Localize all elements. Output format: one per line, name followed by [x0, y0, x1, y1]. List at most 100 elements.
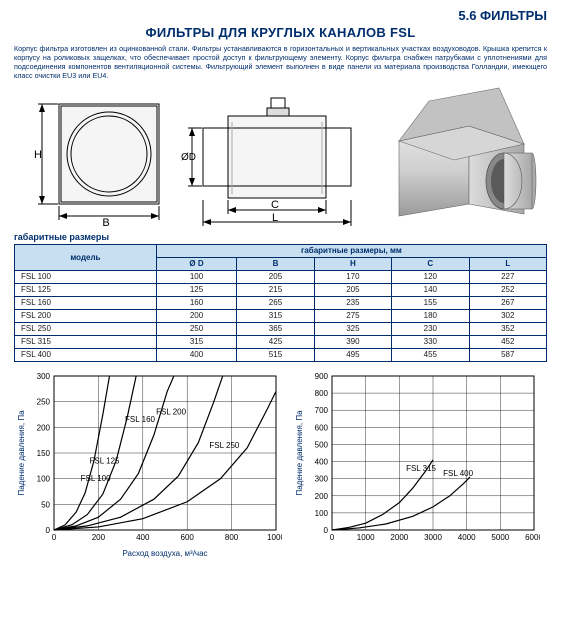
table-row: FSL 250250365325230352 — [15, 323, 547, 336]
cell-value: 275 — [314, 310, 391, 323]
svg-text:Падение давления, Па: Падение давления, Па — [295, 410, 304, 496]
cell-model: FSL 125 — [15, 284, 157, 297]
cell-value: 215 — [237, 284, 314, 297]
cell-value: 352 — [469, 323, 546, 336]
svg-text:0: 0 — [46, 526, 51, 535]
svg-text:200: 200 — [315, 492, 329, 501]
cell-value: 315 — [156, 336, 236, 349]
cell-model: FSL 160 — [15, 297, 157, 310]
cell-value: 235 — [314, 297, 391, 310]
cell-value: 227 — [469, 271, 546, 284]
svg-text:FSL 100: FSL 100 — [81, 474, 111, 483]
dim-l-label: L — [272, 212, 278, 224]
svg-text:4000: 4000 — [458, 533, 476, 542]
cell-value: 425 — [237, 336, 314, 349]
cell-value: 365 — [237, 323, 314, 336]
col-1: B — [237, 258, 314, 271]
svg-text:200: 200 — [92, 533, 106, 542]
dim-c-label: C — [271, 199, 279, 211]
cell-value: 205 — [237, 271, 314, 284]
cell-value: 390 — [314, 336, 391, 349]
cell-value: 587 — [469, 349, 546, 362]
svg-text:800: 800 — [315, 389, 329, 398]
cell-value: 180 — [392, 310, 469, 323]
table-row: FSL 100100205170120227 — [15, 271, 547, 284]
table-row: FSL 160160265235155267 — [15, 297, 547, 310]
svg-text:800: 800 — [225, 533, 239, 542]
diagram-row: H B — [14, 86, 547, 226]
cell-value: 250 — [156, 323, 236, 336]
charts-row: 02004006008001000050100150200250300FSL 1… — [14, 368, 547, 560]
cell-value: 400 — [156, 349, 236, 362]
cell-value: 265 — [237, 297, 314, 310]
svg-text:Расход воздуха, м³/час: Расход воздуха, м³/час — [122, 549, 207, 558]
svg-text:400: 400 — [136, 533, 150, 542]
cell-value: 495 — [314, 349, 391, 362]
svg-text:2000: 2000 — [390, 533, 408, 542]
cell-value: 330 — [392, 336, 469, 349]
cell-value: 125 — [156, 284, 236, 297]
cell-model: FSL 100 — [15, 271, 157, 284]
svg-text:100: 100 — [315, 509, 329, 518]
cell-value: 515 — [237, 349, 314, 362]
cell-value: 200 — [156, 310, 236, 323]
cell-value: 325 — [314, 323, 391, 336]
svg-text:3000: 3000 — [424, 533, 442, 542]
chart-right-wrap: 0100020003000400050006000010020030040050… — [292, 368, 540, 560]
cell-value: 170 — [314, 271, 391, 284]
cell-value: 252 — [469, 284, 546, 297]
cell-model: FSL 400 — [15, 349, 157, 362]
col-model: модель — [15, 245, 157, 271]
col-group: габаритные размеры, мм — [156, 245, 546, 258]
cell-value: 100 — [156, 271, 236, 284]
svg-text:FSL 200: FSL 200 — [156, 408, 186, 417]
table-row: FSL 200200315275180302 — [15, 310, 547, 323]
svg-text:100: 100 — [37, 475, 51, 484]
svg-text:900: 900 — [315, 372, 329, 381]
svg-text:0: 0 — [330, 533, 335, 542]
dimensions-table: модель габаритные размеры, мм Ø DBHCL FS… — [14, 244, 547, 362]
col-3: C — [392, 258, 469, 271]
cell-value: 205 — [314, 284, 391, 297]
svg-text:600: 600 — [315, 423, 329, 432]
svg-text:Падение давления, Па: Падение давления, Па — [17, 410, 26, 496]
svg-text:FSL 125: FSL 125 — [90, 456, 120, 465]
table-row: FSL 125125215205140252 — [15, 284, 547, 297]
product-illustration — [374, 86, 539, 226]
dim-h-label: H — [34, 149, 42, 161]
cell-value: 230 — [392, 323, 469, 336]
svg-text:300: 300 — [315, 475, 329, 484]
diagram-side: ØD C L — [178, 86, 368, 226]
cell-model: FSL 315 — [15, 336, 157, 349]
page-title: ФИЛЬТРЫ ДЛЯ КРУГЛЫХ КАНАЛОВ FSL — [14, 25, 547, 40]
svg-text:700: 700 — [315, 406, 329, 415]
cell-value: 302 — [469, 310, 546, 323]
intro-paragraph: Корпус фильтра изготовлен из оцинкованно… — [14, 44, 547, 80]
svg-text:6000: 6000 — [525, 533, 540, 542]
col-2: H — [314, 258, 391, 271]
cell-value: 160 — [156, 297, 236, 310]
svg-text:400: 400 — [315, 458, 329, 467]
svg-text:1000: 1000 — [357, 533, 375, 542]
svg-text:FSL 250: FSL 250 — [209, 441, 239, 450]
section-number: 5.6 ФИЛЬТРЫ — [14, 8, 547, 23]
cell-model: FSL 250 — [15, 323, 157, 336]
svg-text:0: 0 — [324, 526, 329, 535]
dim-b-label: B — [102, 217, 109, 226]
col-0: Ø D — [156, 258, 236, 271]
svg-text:150: 150 — [37, 449, 51, 458]
svg-text:50: 50 — [41, 500, 50, 509]
cell-value: 452 — [469, 336, 546, 349]
svg-text:500: 500 — [315, 440, 329, 449]
table-row: FSL 315315425390330452 — [15, 336, 547, 349]
svg-text:FSL 315: FSL 315 — [406, 464, 436, 473]
dim-d-label: ØD — [181, 152, 196, 163]
chart-left-wrap: 02004006008001000050100150200250300FSL 1… — [14, 368, 282, 560]
svg-text:FSL 160: FSL 160 — [125, 415, 155, 424]
diagram-front: H B — [14, 86, 172, 226]
cell-value: 455 — [392, 349, 469, 362]
svg-text:250: 250 — [37, 398, 51, 407]
cell-value: 315 — [237, 310, 314, 323]
chart-left: 02004006008001000050100150200250300FSL 1… — [14, 368, 282, 558]
svg-text:200: 200 — [37, 423, 51, 432]
